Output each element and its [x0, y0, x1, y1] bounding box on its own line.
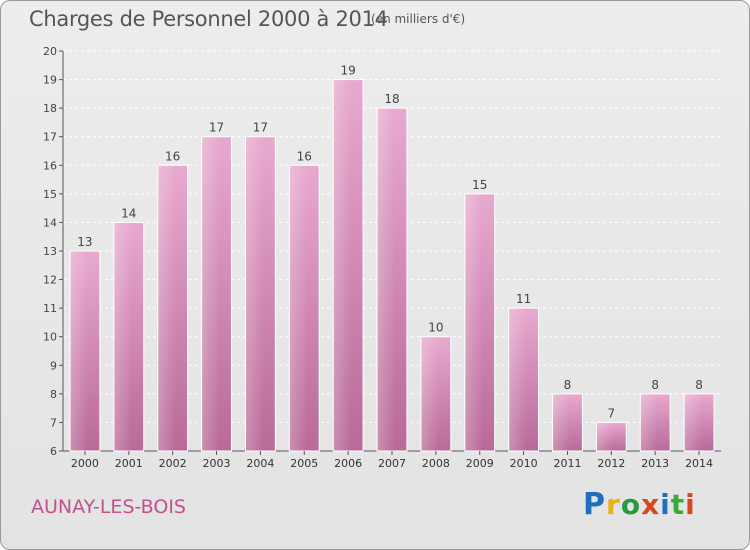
data-label: 13: [77, 235, 92, 249]
x-tick-label: 2012: [597, 457, 625, 470]
y-tick-label: 12: [43, 274, 57, 287]
x-tick-label: 2011: [553, 457, 581, 470]
x-tick-label: 2003: [203, 457, 231, 470]
bar-highlight: [157, 165, 188, 452]
x-tick-label: 2013: [641, 457, 669, 470]
bar-highlight: [684, 393, 714, 451]
y-tick-label: 19: [43, 74, 57, 87]
data-label: 17: [209, 121, 224, 135]
x-tick-label: 2000: [71, 457, 99, 470]
bar-highlight: [245, 136, 276, 451]
y-tick-label: 11: [43, 302, 57, 315]
y-tick-label: 15: [43, 188, 57, 201]
x-tick-label: 2007: [378, 457, 406, 470]
data-label: 8: [695, 378, 703, 392]
x-tick-label: 2010: [510, 457, 538, 470]
bar-highlight: [113, 222, 144, 451]
bar-highlight: [289, 165, 320, 452]
x-tick-label: 2001: [115, 457, 143, 470]
data-label: 19: [340, 64, 355, 78]
bar-highlight: [508, 308, 539, 451]
x-tick-label: 2005: [290, 457, 318, 470]
x-tick-label: 2004: [246, 457, 274, 470]
bar-highlight: [333, 79, 364, 452]
bar-highlight: [640, 393, 671, 451]
chart-title: Charges de Personnel 2000 à 2014: [29, 7, 388, 31]
bar-highlight: [201, 136, 232, 451]
data-label: 15: [472, 178, 487, 192]
data-label: 18: [384, 92, 399, 106]
y-tick-label: 17: [43, 131, 57, 144]
y-tick-label: 18: [43, 102, 57, 115]
chart-subtitle: (en milliers d'€): [371, 12, 466, 26]
data-label: 8: [564, 378, 572, 392]
bar-highlight: [377, 108, 407, 452]
y-tick-label: 20: [43, 45, 57, 58]
logo-letter: P: [583, 487, 606, 522]
logo-letter: o: [620, 488, 642, 521]
logo-letter: t: [670, 488, 686, 521]
x-tick-label: 2009: [466, 457, 494, 470]
x-tick-label: 2008: [422, 457, 450, 470]
data-label: 7: [608, 406, 616, 420]
logo-letter: x: [641, 488, 661, 521]
x-tick-label: 2006: [334, 457, 362, 470]
y-tick-label: 9: [50, 359, 57, 372]
y-tick-label: 16: [43, 159, 57, 172]
data-label: 10: [428, 321, 443, 335]
data-label: 8: [651, 378, 659, 392]
bar-highlight: [70, 251, 100, 451]
logo-letter: i: [660, 488, 671, 521]
y-tick-label: 10: [43, 331, 57, 344]
place-name: AUNAY-LES-BOIS: [31, 496, 186, 518]
bar-highlight: [552, 393, 583, 451]
x-tick-label: 2002: [159, 457, 187, 470]
proxiti-logo: Proxiti: [583, 487, 696, 522]
y-tick-label: 8: [50, 388, 57, 401]
y-tick-label: 6: [50, 445, 57, 458]
logo-letter: i: [685, 488, 696, 521]
y-tick-label: 7: [50, 416, 57, 429]
data-label: 16: [165, 149, 180, 163]
bar-highlight: [464, 193, 495, 451]
data-label: 17: [253, 121, 268, 135]
y-tick-label: 14: [43, 216, 57, 229]
y-tick-label: 13: [43, 245, 57, 258]
bar-highlight: [420, 336, 451, 451]
data-label: 11: [516, 292, 531, 306]
logo-letter: r: [606, 488, 621, 521]
data-label: 14: [121, 206, 136, 220]
bar-highlight: [596, 422, 627, 451]
x-tick-label: 2014: [685, 457, 713, 470]
data-label: 16: [297, 149, 312, 163]
